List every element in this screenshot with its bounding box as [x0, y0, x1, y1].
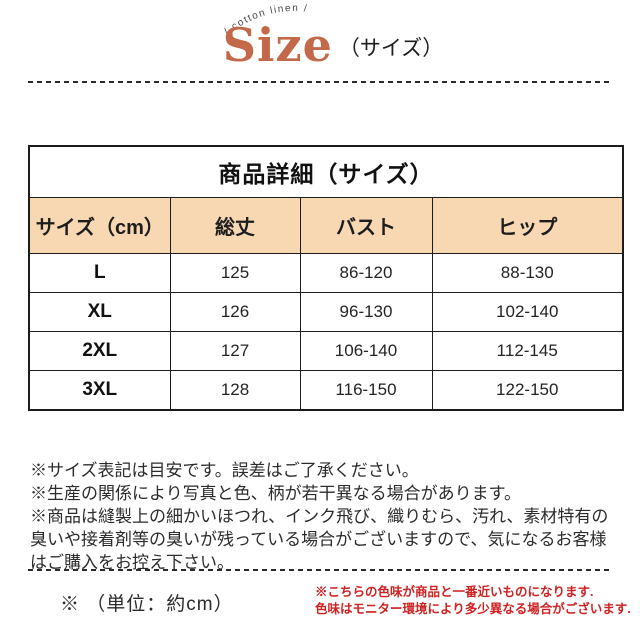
cell-bust: 86-120 [299, 253, 433, 293]
color-disclaimer-line2: 色味はモニター環境により多少異なる場合がございます. [315, 602, 631, 616]
divider-bottom [28, 569, 613, 571]
heading-size-en: Size [222, 18, 333, 72]
cell-size: 2XL [28, 331, 171, 371]
table-title: 商品詳細（サイズ） [28, 145, 624, 198]
cell-hip: 112-145 [431, 331, 624, 371]
cell-length: 127 [169, 331, 301, 371]
divider-top [28, 81, 613, 83]
cell-bust: 96-130 [299, 292, 433, 332]
cell-hip: 102-140 [431, 292, 624, 332]
cell-size: 3XL [28, 370, 171, 410]
page-heading: Size （サイズ） [0, 18, 640, 72]
table-header-row: サイズ（cm） 総丈 バスト ヒップ [28, 197, 624, 254]
cell-hip: 122-150 [431, 370, 624, 410]
table-title-row: 商品詳細（サイズ） [28, 145, 624, 198]
note-line: ※生産の関係により写真と色、柄が若干異なる場合があります。 [30, 484, 521, 503]
col-header-bust: バスト [299, 197, 433, 254]
table-row: 3XL 128 116-150 122-150 [28, 370, 624, 410]
unit-note: ※ （単位：約cm） [60, 594, 234, 615]
table-row: L 125 86-120 88-130 [28, 253, 624, 293]
note-line: ※サイズ表記は目安です。誤差はご了承ください。 [30, 461, 419, 480]
color-disclaimer: ※こちらの色味が商品と一番近いものになります. 色味はモニター環境により多少異な… [315, 584, 631, 618]
cell-length: 128 [169, 370, 301, 410]
table-row: XL 126 96-130 102-140 [28, 292, 624, 332]
size-table: 商品詳細（サイズ） サイズ（cm） 総丈 バスト ヒップ L 125 86-12… [28, 145, 624, 411]
cell-size: XL [28, 292, 171, 332]
cell-bust: 116-150 [299, 370, 433, 410]
cell-length: 125 [169, 253, 301, 293]
table-row: 2XL 127 106-140 112-145 [28, 331, 624, 371]
cell-length: 126 [169, 292, 301, 332]
cell-size: L [28, 253, 171, 293]
col-header-size: サイズ（cm） [28, 197, 171, 254]
note-line: ※商品は縫製上の細かいほつれ、インク飛び、織りむら、汚れ、素材特有の臭いや接着剤… [30, 507, 609, 572]
arc-label-cotton-linen: / cotton linen / [222, 3, 307, 37]
color-disclaimer-line1: ※こちらの色味が商品と一番近いものになります. [315, 585, 594, 599]
cell-hip: 88-130 [431, 253, 624, 293]
size-table-wrapper: 商品詳細（サイズ） サイズ（cm） 総丈 バスト ヒップ L 125 86-12… [28, 145, 624, 411]
col-header-hip: ヒップ [431, 197, 624, 254]
col-header-length: 総丈 [169, 197, 301, 254]
caution-notes: ※サイズ表記は目安です。誤差はご了承ください。 ※生産の関係により写真と色、柄が… [30, 459, 618, 574]
heading-size-jp: （サイズ） [338, 37, 444, 60]
cell-bust: 106-140 [299, 331, 433, 371]
